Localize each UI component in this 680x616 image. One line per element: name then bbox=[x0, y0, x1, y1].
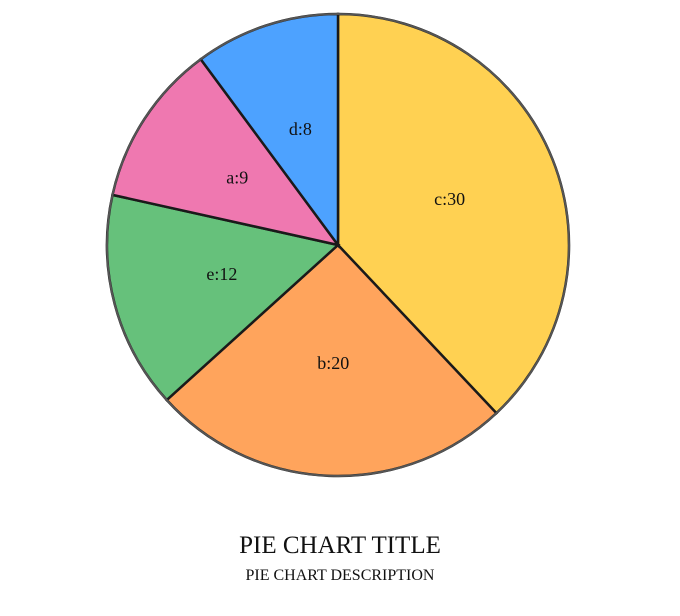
slice-label-d: d:8 bbox=[289, 119, 312, 139]
chart-title: PIE CHART TITLE bbox=[239, 532, 441, 559]
pie-labels: c:30 b:20 e:12 a:9 d:8 bbox=[206, 119, 465, 373]
slice-label-c: c:30 bbox=[434, 189, 465, 209]
chart-subtitle: PIE CHART DESCRIPTION bbox=[245, 567, 435, 584]
pie-slices bbox=[105, 12, 571, 478]
slice-label-b: b:20 bbox=[317, 353, 349, 373]
slice-label-e: e:12 bbox=[206, 264, 237, 284]
slice-label-a: a:9 bbox=[226, 168, 248, 188]
pie-outline bbox=[106, 13, 570, 477]
